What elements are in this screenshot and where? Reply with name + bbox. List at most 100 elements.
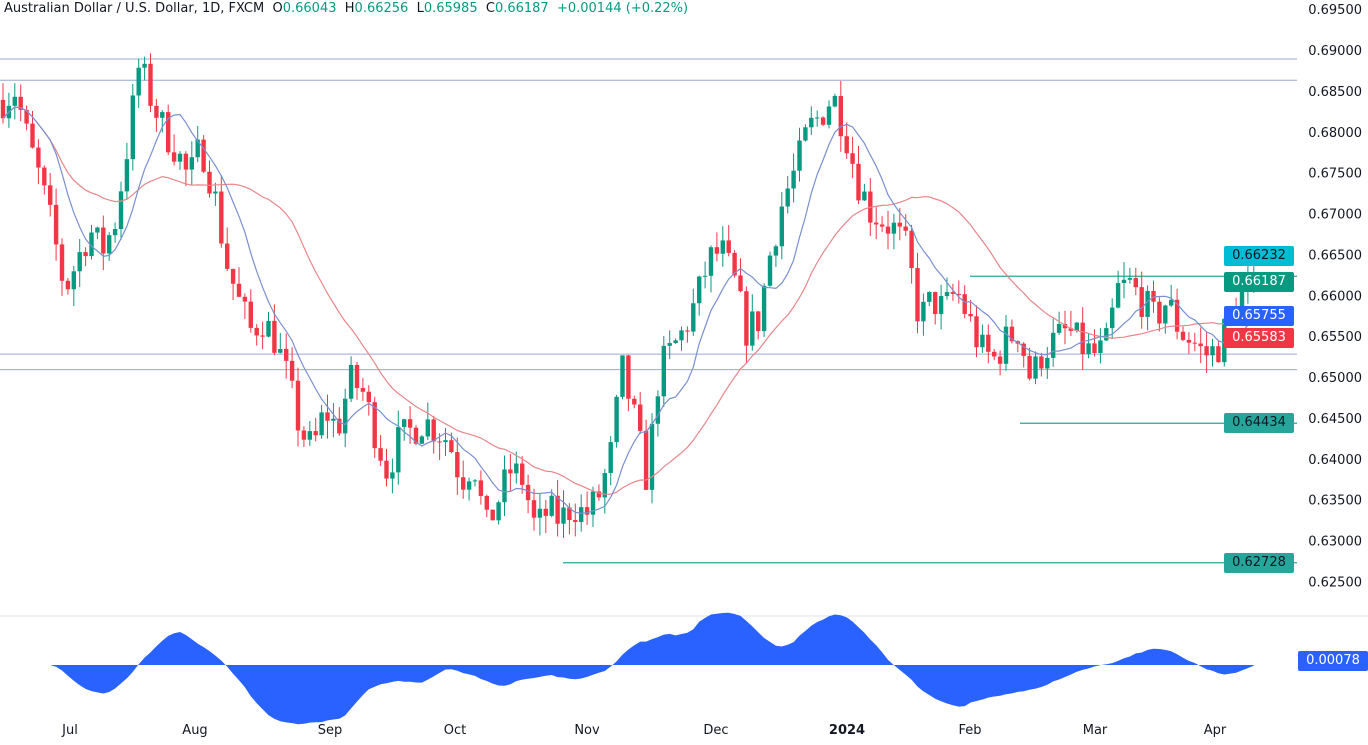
candle-body: [260, 335, 265, 337]
high-prefix: H: [344, 1, 355, 16]
y-tick-label: 0.62500: [1308, 575, 1362, 590]
candle-body: [461, 477, 466, 490]
candle-body: [974, 316, 979, 348]
candle-body: [986, 334, 991, 352]
candle-body: [921, 301, 926, 322]
candle-body: [584, 507, 590, 515]
candle-body: [1056, 323, 1062, 333]
candle-body: [691, 303, 696, 332]
candle-body: [632, 398, 637, 405]
y-tick-label: 0.63500: [1308, 494, 1362, 509]
candle-body: [679, 330, 684, 341]
chart-legend: Australian Dollar / U.S. Dollar, 1D, FXC…: [4, 1, 688, 16]
candle-body: [879, 224, 885, 227]
candle-body: [201, 139, 206, 172]
candle-body: [1204, 346, 1209, 356]
candle-body: [284, 348, 289, 361]
candle-body: [248, 301, 253, 328]
candle-body: [230, 268, 236, 284]
last-price-label: 0.66187: [1224, 272, 1294, 292]
candle-body: [443, 440, 448, 443]
candle-body: [1192, 342, 1197, 344]
candle-body: [154, 105, 159, 118]
candle-body: [525, 484, 531, 501]
change-value: +0.00144 (+0.22%): [556, 1, 689, 16]
candle-body: [366, 391, 371, 403]
candle-body: [12, 96, 17, 106]
y-tick-label: 0.69000: [1308, 44, 1362, 59]
candle-body: [242, 296, 248, 302]
candle-body: [791, 170, 796, 189]
candle-body: [24, 109, 29, 124]
high-value: 0.66256: [354, 1, 409, 16]
candle-body: [638, 404, 643, 431]
candle-body: [950, 292, 956, 294]
candle-body: [938, 296, 944, 315]
candle-body: [118, 191, 124, 230]
y-tick-label: 0.64000: [1308, 453, 1362, 468]
ma-fast-line: [2, 106, 1255, 514]
y-tick-label: 0.63000: [1308, 535, 1362, 550]
candle-body: [1169, 299, 1174, 306]
candle-body: [1039, 356, 1044, 369]
candle-body: [65, 280, 71, 290]
candle-body: [1092, 343, 1097, 353]
candle-body: [1133, 278, 1138, 288]
candle-body: [856, 163, 861, 201]
y-tick-label: 0.67000: [1308, 208, 1362, 223]
candle-body: [933, 292, 938, 315]
candle-body: [620, 355, 625, 397]
candle-body: [449, 440, 454, 453]
candle-body: [874, 222, 879, 225]
candle-body: [797, 140, 802, 171]
close-value: 0.66187: [494, 1, 549, 16]
candle-body: [1127, 278, 1133, 280]
candle-body: [555, 495, 560, 524]
candle-body: [48, 185, 53, 205]
candle-body: [903, 226, 908, 231]
candle-body: [148, 63, 153, 106]
candle-body: [372, 402, 377, 449]
candle-body: [390, 472, 395, 479]
candle-body: [897, 222, 902, 227]
x-tick-label: Mar: [1083, 723, 1108, 738]
candle-body: [909, 230, 914, 269]
candle-body: [1098, 340, 1103, 353]
candle-body: [826, 106, 832, 125]
candle-body: [1021, 343, 1026, 356]
candle-body: [396, 427, 401, 473]
candle-body: [927, 292, 932, 302]
candle-body: [520, 463, 525, 485]
candle-body: [1080, 322, 1085, 354]
oscillator-value-label: 0.00078: [1298, 651, 1368, 671]
candle-body: [1151, 290, 1156, 302]
candle-body: [360, 387, 366, 392]
candle-body: [107, 235, 112, 254]
candle-body: [980, 334, 985, 348]
candle-body: [419, 436, 425, 444]
candle-body: [1074, 322, 1079, 331]
candle-body: [254, 327, 259, 336]
candle-body: [36, 147, 41, 168]
candle-body: [472, 480, 478, 482]
candle-body: [124, 159, 130, 192]
candle-body: [207, 171, 212, 194]
candle-body: [643, 430, 649, 490]
candle-body: [195, 139, 200, 158]
candle-body: [1145, 290, 1150, 317]
open-prefix: O: [272, 1, 283, 16]
candle-body: [579, 507, 584, 522]
candle-body: [590, 491, 596, 515]
candle-body: [225, 243, 230, 269]
y-tick-label: 0.65000: [1308, 371, 1362, 386]
candle-body: [1216, 346, 1221, 363]
candle-body: [313, 431, 318, 436]
candle-body: [1210, 346, 1215, 356]
candle-body: [626, 355, 631, 399]
x-tick-label: Feb: [958, 723, 981, 738]
candle-body: [112, 229, 118, 236]
candle-body: [1062, 323, 1068, 329]
candle-body: [779, 206, 784, 247]
candle-body: [531, 500, 537, 518]
